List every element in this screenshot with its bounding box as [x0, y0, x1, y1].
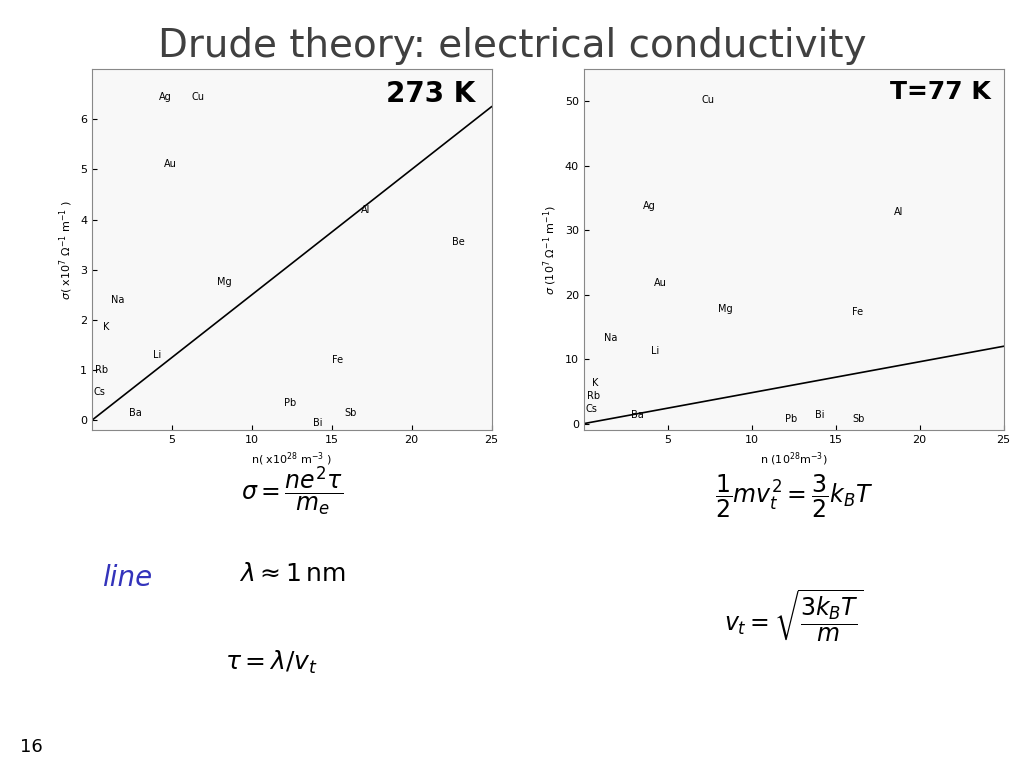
Text: Al: Al	[894, 207, 904, 217]
Text: Li: Li	[153, 350, 161, 360]
Text: $\tau = \lambda/v_t$: $\tau = \lambda/v_t$	[225, 649, 317, 676]
Text: $v_t = \sqrt{\dfrac{3k_B T}{m}}$: $v_t = \sqrt{\dfrac{3k_B T}{m}}$	[724, 588, 863, 644]
Text: Au: Au	[164, 160, 177, 170]
Text: $\sigma = \dfrac{ne^2\tau}{m_e}$: $\sigma = \dfrac{ne^2\tau}{m_e}$	[241, 465, 343, 518]
Text: K: K	[592, 378, 598, 388]
Text: Mg: Mg	[217, 277, 231, 287]
Text: Rb: Rb	[95, 365, 109, 375]
Text: Cs: Cs	[94, 388, 105, 398]
Text: T=77 K: T=77 K	[890, 80, 991, 104]
Text: line: line	[102, 564, 153, 592]
Text: Be: Be	[452, 237, 464, 247]
Text: Cu: Cu	[701, 94, 714, 104]
Text: Ag: Ag	[642, 201, 655, 211]
X-axis label: n( x10$^{28}$ m$^{-3}$ ): n( x10$^{28}$ m$^{-3}$ )	[251, 451, 333, 468]
Text: Ba: Ba	[129, 408, 141, 418]
Text: Ba: Ba	[631, 410, 643, 420]
Text: K: K	[103, 323, 110, 333]
Text: Ag: Ag	[160, 91, 172, 101]
Text: 16: 16	[20, 739, 43, 756]
Text: Sb: Sb	[344, 408, 357, 418]
Text: Mg: Mg	[718, 304, 732, 314]
Text: Cu: Cu	[191, 91, 204, 101]
Text: Drude theory: electrical conductivity: Drude theory: electrical conductivity	[158, 27, 866, 65]
Text: Cs: Cs	[586, 404, 597, 414]
Text: Pb: Pb	[785, 414, 798, 424]
Y-axis label: $\sigma$( x10$^7$ $\Omega^{-1}$ m$^{-1}$ ): $\sigma$( x10$^7$ $\Omega^{-1}$ m$^{-1}$…	[57, 200, 75, 300]
Text: 273 K: 273 K	[386, 80, 475, 108]
Text: Al: Al	[360, 204, 370, 214]
Text: Na: Na	[112, 295, 125, 305]
Text: Bi: Bi	[815, 410, 825, 420]
Text: Fe: Fe	[332, 355, 343, 365]
Text: Li: Li	[651, 346, 659, 356]
Text: Na: Na	[604, 333, 617, 343]
X-axis label: n (10$^{28}$m$^{-3}$): n (10$^{28}$m$^{-3}$)	[760, 451, 827, 468]
Text: $\dfrac{1}{2}mv_t^2 = \dfrac{3}{2}k_B T$: $\dfrac{1}{2}mv_t^2 = \dfrac{3}{2}k_B T$	[715, 472, 872, 520]
Text: Rb: Rb	[587, 391, 600, 401]
Text: Sb: Sb	[852, 414, 864, 424]
Y-axis label: $\sigma$ (10$^7$ $\Omega^{-1}$ m$^{-1}$): $\sigma$ (10$^7$ $\Omega^{-1}$ m$^{-1}$)	[542, 204, 559, 295]
Text: Pb: Pb	[284, 398, 296, 408]
Text: Au: Au	[654, 278, 667, 288]
Text: Bi: Bi	[312, 418, 323, 428]
Text: Fe: Fe	[852, 307, 863, 317]
Text: $\lambda \approx 1\,\mathrm{nm}$: $\lambda \approx 1\,\mathrm{nm}$	[239, 562, 345, 586]
